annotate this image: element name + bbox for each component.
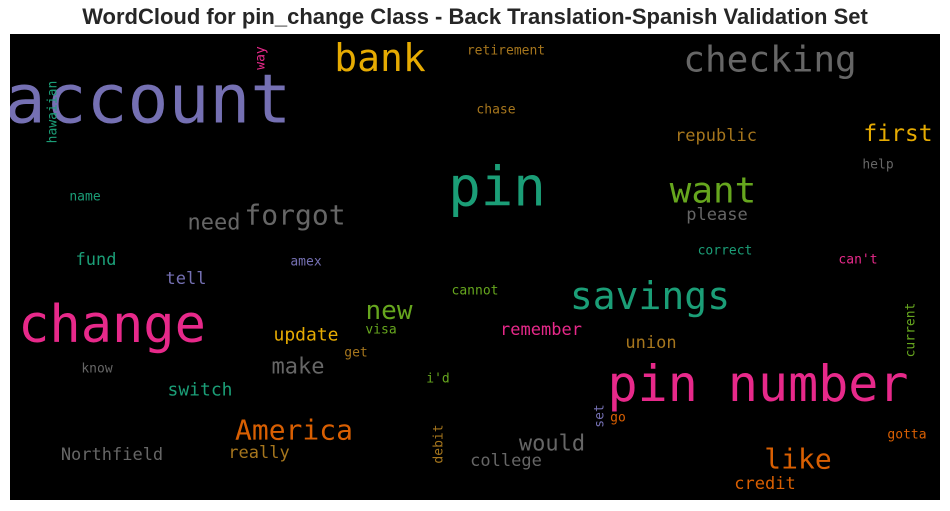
word-remember: remember xyxy=(500,320,582,340)
word-pin: pin xyxy=(448,156,546,219)
word-get: get xyxy=(344,346,367,361)
wordcloud-canvas: account bank checking retirement way hawaiian… xyxy=(10,34,940,500)
word-republic: republic xyxy=(675,126,757,146)
word-set: set xyxy=(593,404,608,427)
word-checking: checking xyxy=(683,40,856,81)
word-savings: savings xyxy=(570,274,730,318)
word-union: union xyxy=(625,333,676,353)
word-way: way xyxy=(254,46,269,70)
word-switch: switch xyxy=(167,380,232,401)
word-know: know xyxy=(81,362,112,377)
word-can-t: can't xyxy=(838,253,877,268)
word-amex: amex xyxy=(290,255,321,270)
word-current: current xyxy=(904,303,919,358)
word-go: go xyxy=(610,411,626,426)
word-change: change xyxy=(18,295,206,355)
word-cannot: cannot xyxy=(452,284,499,299)
word-name: name xyxy=(69,190,100,205)
word-retirement: retirement xyxy=(467,44,545,59)
word-would: would xyxy=(519,432,585,457)
word-new: new xyxy=(366,296,413,326)
word-fund: fund xyxy=(76,250,117,270)
word-really: really xyxy=(228,443,289,463)
word-account: account xyxy=(10,61,291,140)
word-i-d: i'd xyxy=(426,372,449,387)
word-credit: credit xyxy=(734,474,795,494)
word-gotta: gotta xyxy=(887,428,926,443)
word-correct: correct xyxy=(698,244,753,259)
word-like: like xyxy=(764,443,831,476)
word-debit: debit xyxy=(432,424,447,463)
word-pin-number: pin number xyxy=(607,355,908,413)
word-first: first xyxy=(863,121,932,147)
word-tell: tell xyxy=(166,269,207,289)
word-want: want xyxy=(670,171,757,212)
word-america: America xyxy=(235,414,353,447)
word-bank: bank xyxy=(334,36,426,80)
word-hawaiian: hawaiian xyxy=(46,81,61,144)
word-help: help xyxy=(862,158,893,173)
word-northfield: Northfield xyxy=(61,445,163,465)
word-please: please xyxy=(686,205,747,225)
word-forgot: forgot xyxy=(244,199,345,232)
word-college: college xyxy=(470,451,542,471)
wordcloud-svg: account bank checking retirement way hawaiian… xyxy=(10,36,933,494)
word-update: update xyxy=(273,325,338,346)
chart-title: WordCloud for pin_change Class - Back Tr… xyxy=(82,4,868,29)
word-chase: chase xyxy=(476,103,515,118)
word-visa: visa xyxy=(365,323,396,338)
word-need: need xyxy=(188,211,241,236)
word-make: make xyxy=(272,355,325,380)
